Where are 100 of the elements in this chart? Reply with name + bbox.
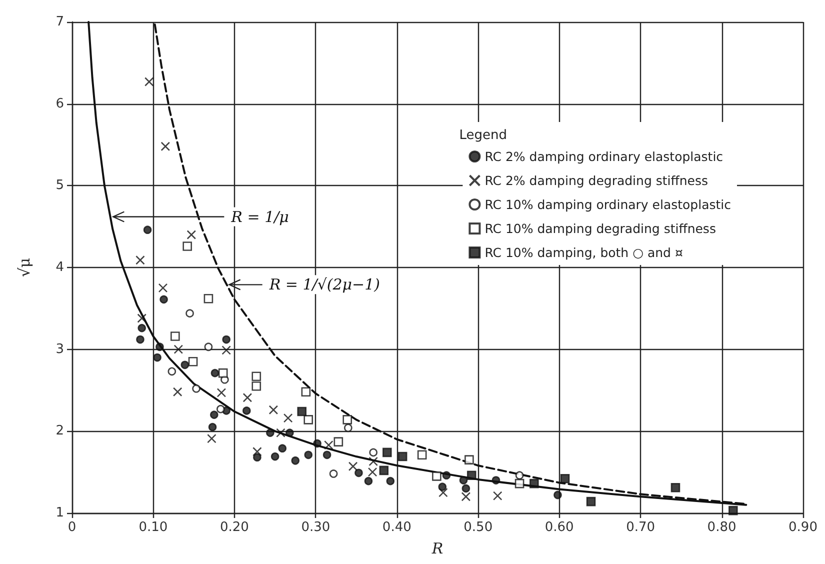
annotation: R = 1/μ xyxy=(230,208,289,226)
point xyxy=(242,406,251,415)
y-tick-label: 3 xyxy=(56,342,64,357)
x-tick-label: 0.30 xyxy=(301,520,330,535)
legend-label: RC 10% damping degrading stiffness xyxy=(484,221,716,236)
point xyxy=(364,476,373,486)
point xyxy=(492,491,502,500)
point xyxy=(432,472,442,481)
point xyxy=(170,332,180,341)
x-tick-label: 0.50 xyxy=(464,520,493,535)
point xyxy=(304,415,314,424)
point xyxy=(174,344,184,354)
point xyxy=(270,452,280,461)
point xyxy=(530,478,539,488)
point xyxy=(334,437,344,446)
point xyxy=(208,422,217,432)
point xyxy=(329,470,338,478)
point xyxy=(554,490,562,500)
point xyxy=(438,482,447,491)
point xyxy=(670,482,680,492)
point xyxy=(324,440,334,450)
point xyxy=(442,471,451,480)
point xyxy=(278,444,287,452)
point xyxy=(466,470,476,480)
point xyxy=(252,446,262,456)
point xyxy=(138,324,146,332)
point xyxy=(492,476,500,484)
x-tick-label: 0.40 xyxy=(382,520,412,535)
point xyxy=(297,406,307,416)
annotation: R = 1/√(2μ−1) xyxy=(268,276,380,294)
legend-label: RC 10% damping ordinary elastoplastic xyxy=(484,197,732,212)
legend-title: Legend xyxy=(459,128,508,143)
x-tick-label: 0.20 xyxy=(220,520,249,535)
point xyxy=(204,342,213,352)
y-tick-label: 4 xyxy=(56,260,64,275)
point xyxy=(153,353,162,362)
point xyxy=(192,384,200,393)
point xyxy=(216,404,225,414)
point xyxy=(216,388,226,398)
point xyxy=(459,476,468,484)
point xyxy=(417,450,427,460)
point xyxy=(204,294,214,304)
point xyxy=(379,466,389,476)
point xyxy=(242,392,252,402)
point xyxy=(369,448,378,457)
point xyxy=(222,335,230,344)
point xyxy=(136,335,144,344)
point xyxy=(438,488,448,498)
x-tick-label: 0.90 xyxy=(788,520,818,535)
point xyxy=(222,346,231,355)
point xyxy=(344,424,352,432)
point xyxy=(156,342,164,352)
point xyxy=(728,506,738,516)
legend-label: RC 2% damping degrading stiffness xyxy=(484,173,708,188)
point xyxy=(210,410,218,419)
x-tick-label: 0.60 xyxy=(544,520,574,535)
y-tick-label: 2 xyxy=(56,424,64,439)
point xyxy=(252,382,262,391)
y-tick-label: 1 xyxy=(56,506,64,520)
point xyxy=(514,478,524,488)
point xyxy=(386,476,395,486)
point xyxy=(291,456,300,465)
point xyxy=(322,450,332,460)
point xyxy=(304,450,313,460)
point xyxy=(462,484,470,493)
point xyxy=(354,468,363,478)
point xyxy=(382,448,392,458)
point xyxy=(136,255,145,265)
x-axis-title: R xyxy=(430,540,444,558)
point xyxy=(143,226,152,234)
point xyxy=(464,455,474,464)
x-tick-label: 0.70 xyxy=(626,520,656,535)
point xyxy=(266,428,274,437)
point xyxy=(180,360,190,370)
point xyxy=(210,368,220,378)
x-tick-label: 0.80 xyxy=(707,520,736,535)
point xyxy=(186,309,194,318)
point xyxy=(268,405,278,415)
y-tick-label: 7 xyxy=(56,14,64,30)
point xyxy=(586,496,596,506)
point xyxy=(137,314,146,323)
point xyxy=(515,471,524,480)
y-tick-label: 6 xyxy=(56,96,64,112)
point xyxy=(186,230,196,240)
point xyxy=(172,387,182,397)
point xyxy=(461,492,471,502)
x-tick-label: 0.10 xyxy=(138,520,168,535)
point xyxy=(252,372,262,381)
point xyxy=(342,415,352,424)
point xyxy=(160,142,170,152)
point xyxy=(158,283,168,293)
legend-label: RC 10% damping, both ○ and ¤ xyxy=(484,245,683,260)
y-axis-title: √μ xyxy=(16,258,34,278)
point xyxy=(313,439,322,448)
point xyxy=(283,413,293,423)
point xyxy=(207,434,216,444)
y-tick-label: 5 xyxy=(56,178,64,194)
point xyxy=(348,462,358,472)
point xyxy=(560,474,570,484)
point xyxy=(398,452,408,462)
